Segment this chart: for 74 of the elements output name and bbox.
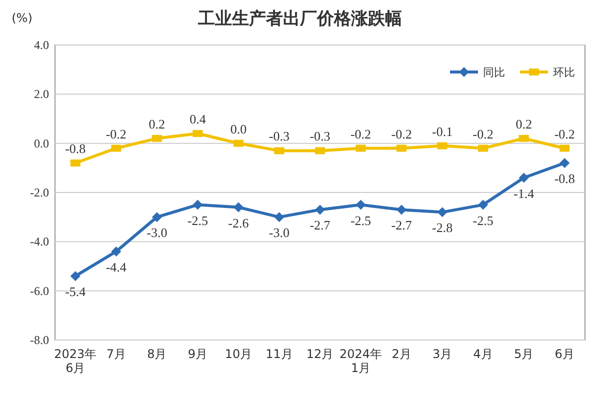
x-tick-label: 4月: [473, 347, 493, 361]
data-label: -0.2: [106, 126, 126, 142]
data-label: -0.3: [268, 128, 290, 144]
point: [70, 271, 80, 282]
data-label: 0.2: [148, 116, 166, 132]
x-tick-label: 3月: [432, 347, 452, 361]
point: [274, 212, 284, 222]
x-tick-label: 2023年 6月: [54, 347, 97, 375]
data-label: -0.2: [350, 126, 372, 142]
point: [152, 134, 162, 142]
data-label: -0.2: [554, 126, 575, 142]
chart-title: 工业生产者出厂价格涨跌幅: [197, 9, 402, 29]
data-label: 0.4: [190, 112, 206, 126]
data-label: -2.5: [472, 212, 494, 228]
data-label: -2.7: [310, 218, 331, 233]
x-tick-label: 7月: [106, 347, 126, 361]
data-label: -0.3: [310, 128, 330, 144]
point: [518, 134, 529, 142]
point: [396, 144, 407, 152]
y-tick-label: 0.0: [34, 136, 49, 150]
data-label: -3.0: [146, 225, 168, 240]
point: [233, 140, 244, 147]
y-axis-title: (%): [12, 11, 32, 25]
x-tick-label: 2月: [392, 347, 412, 361]
point: [315, 204, 325, 215]
data-label: -2.5: [350, 212, 372, 228]
data-label: -2.5: [187, 212, 208, 228]
data-label: -3.0: [268, 225, 290, 240]
legend-label: 环比: [553, 66, 575, 79]
data-label: -0.8: [65, 141, 86, 156]
data-label: -0.2: [391, 126, 412, 142]
x-tick-label: 8月: [147, 347, 167, 361]
point: [478, 200, 488, 210]
data-label: 0.0: [230, 121, 247, 136]
point: [560, 158, 570, 168]
x-tick-label: 5月: [514, 347, 534, 361]
point: [437, 207, 448, 218]
data-label: -0.1: [432, 124, 453, 139]
x-tick-label: 9月: [188, 347, 208, 361]
x-tick-label: 6月: [554, 347, 574, 361]
point: [111, 246, 122, 256]
y-tick-label: 4.0: [34, 38, 49, 52]
point: [437, 142, 448, 150]
point: [233, 202, 244, 212]
x-tick-label: 2024年 1月: [339, 347, 382, 375]
data-label: -1.4: [514, 186, 535, 201]
legend-label: 同比: [483, 66, 505, 79]
x-tick-label: 10月: [224, 347, 252, 361]
x-tick-label: 12月: [306, 347, 334, 361]
data-label: -2.6: [228, 215, 250, 230]
data-label: -4.4: [106, 260, 127, 274]
y-tick-label: -8.0: [30, 333, 49, 347]
data-label: -2.7: [391, 218, 412, 233]
data-label: -0.8: [554, 171, 575, 186]
y-tick-label: -6.0: [30, 284, 49, 298]
data-label: -2.8: [432, 220, 453, 236]
y-tick-label: -4.0: [30, 234, 49, 249]
data-label: 0.2: [516, 116, 532, 132]
point: [356, 144, 366, 152]
point: [560, 144, 570, 152]
data-label: -5.4: [65, 284, 86, 300]
x-tick-label: 11月: [266, 347, 293, 361]
point: [315, 147, 325, 154]
point: [356, 200, 366, 210]
y-tick-label: -2.0: [30, 186, 49, 200]
data-label: -0.2: [472, 126, 494, 142]
point: [518, 172, 529, 183]
point: [192, 200, 203, 210]
point: [152, 212, 162, 222]
point: [274, 147, 284, 154]
point: [111, 144, 122, 152]
point: [396, 204, 407, 215]
point: [478, 144, 488, 152]
y-tick-label: 2.0: [34, 87, 49, 102]
